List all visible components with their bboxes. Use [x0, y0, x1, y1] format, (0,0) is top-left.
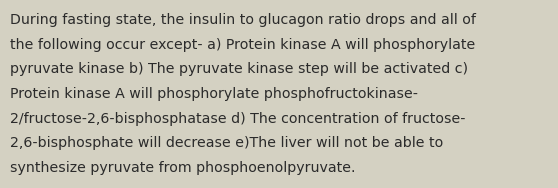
Text: pyruvate kinase b) The pyruvate kinase step will be activated c): pyruvate kinase b) The pyruvate kinase s… [10, 62, 468, 76]
Text: 2/fructose-2,6-bisphosphatase d) The concentration of fructose-: 2/fructose-2,6-bisphosphatase d) The con… [10, 112, 465, 126]
Text: synthesize pyruvate from phosphoenolpyruvate.: synthesize pyruvate from phosphoenolpyru… [10, 161, 355, 175]
Text: 2,6-bisphosphate will decrease e)The liver will not be able to: 2,6-bisphosphate will decrease e)The liv… [10, 136, 443, 150]
Text: Protein kinase A will phosphorylate phosphofructokinase-: Protein kinase A will phosphorylate phos… [10, 87, 418, 101]
Text: the following occur except- a) Protein kinase A will phosphorylate: the following occur except- a) Protein k… [10, 38, 475, 52]
Text: During fasting state, the insulin to glucagon ratio drops and all of: During fasting state, the insulin to glu… [10, 13, 476, 27]
